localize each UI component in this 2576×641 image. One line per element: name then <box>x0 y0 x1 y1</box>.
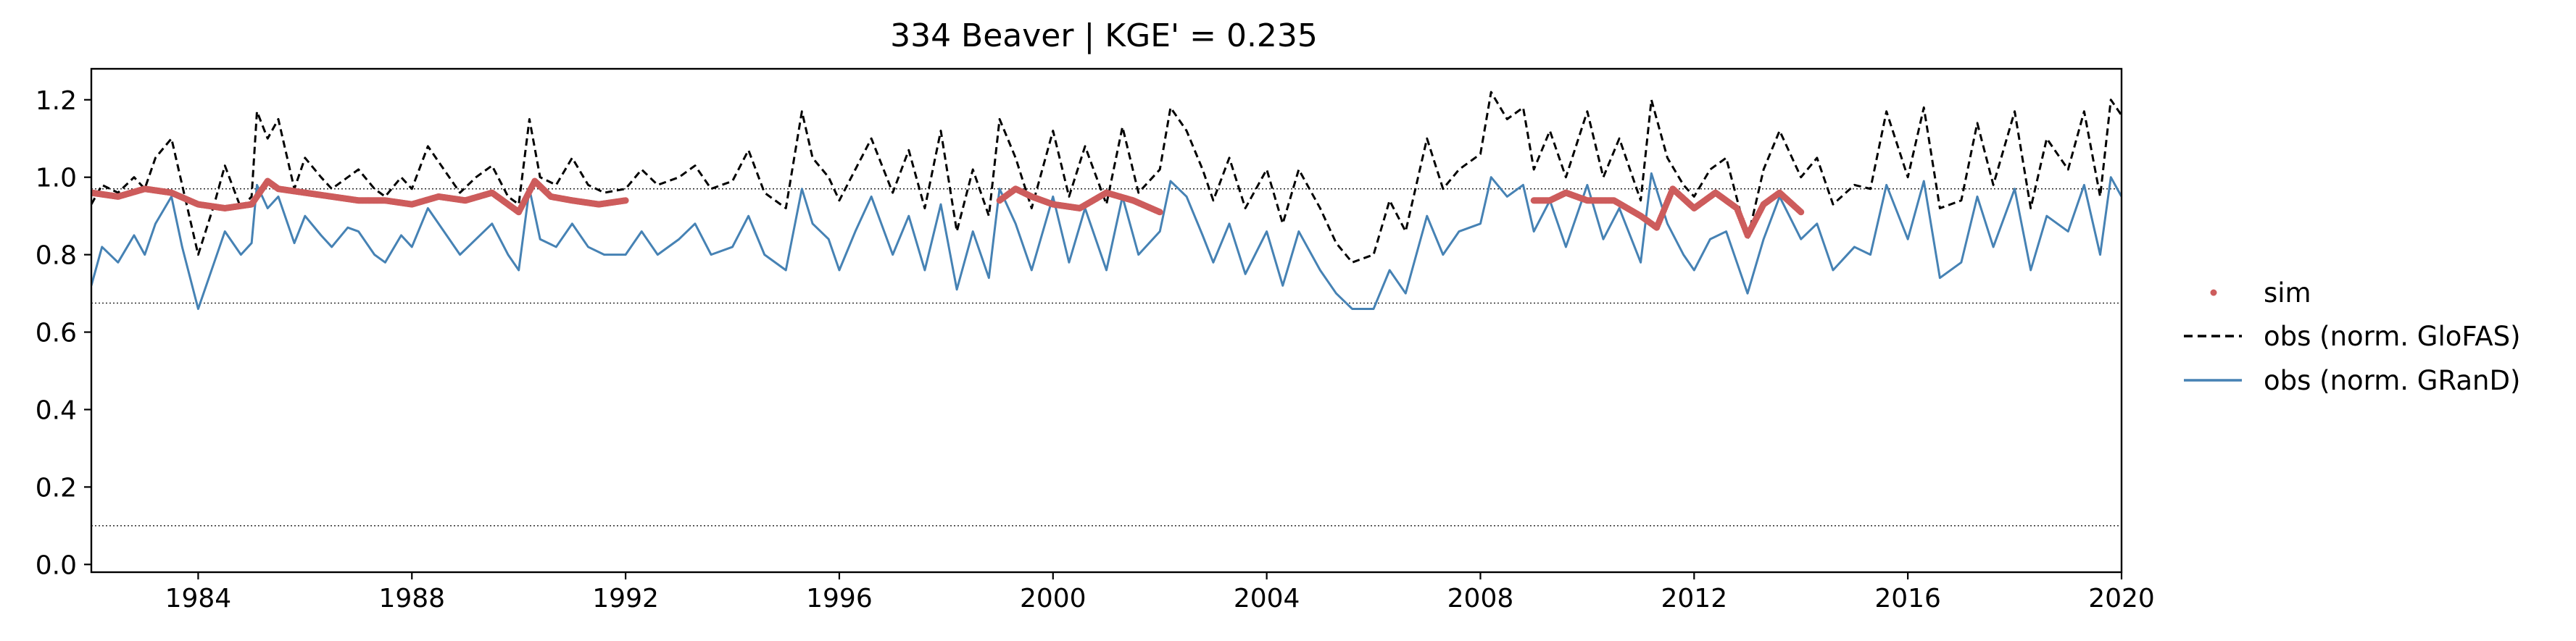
legend-sim-label: sim <box>2264 277 2311 309</box>
x-tick-label: 2004 <box>1234 584 1300 613</box>
series-sim-segment-2 <box>1530 185 1805 239</box>
y-tick-label: 0.6 <box>36 319 77 348</box>
legend-glofas-label: obs (norm. GloFAS) <box>2264 321 2521 352</box>
plot-frame <box>90 67 2123 574</box>
series-sim-segment-0 <box>91 177 629 216</box>
x-tick-label: 2020 <box>2088 584 2155 613</box>
x-tick-label: 2008 <box>1447 584 1514 613</box>
series-grand-line <box>91 172 2122 310</box>
x-tick-label: 2016 <box>1874 584 1941 613</box>
y-tick-label: 0.4 <box>36 395 77 425</box>
x-tick-label: 1984 <box>165 584 232 613</box>
series-glofas-line <box>91 91 2122 264</box>
sim-point <box>1798 209 1805 216</box>
y-tick-label: 0.2 <box>36 473 77 503</box>
y-tick-label: 1.2 <box>36 86 77 116</box>
sim-point <box>1156 209 1163 216</box>
chart-title: 334 Beaver | KGE' = 0.235 <box>890 17 1318 54</box>
y-tick-label: 0.0 <box>36 550 77 580</box>
legend: sim obs (norm. GloFAS) obs (norm. GRanD) <box>2184 277 2521 396</box>
series-sim-segment-1 <box>996 185 1163 216</box>
x-tick-label: 1988 <box>378 584 445 613</box>
legend-grand-label: obs (norm. GRanD) <box>2264 365 2520 396</box>
x-tick-label: 1996 <box>806 584 873 613</box>
y-tick-label: 1.0 <box>36 164 77 193</box>
y-tick-label: 0.8 <box>36 241 77 271</box>
axes: 1984 1988 1992 1996 2000 2004 2008 2012 2016 2020… <box>36 67 2155 613</box>
sim-point <box>622 197 629 204</box>
x-tick-label: 1992 <box>592 584 659 613</box>
legend-sim-marker <box>2210 289 2217 296</box>
plot-area <box>91 91 2122 527</box>
x-tick-label: 2000 <box>1020 584 1087 613</box>
x-tick-label: 2012 <box>1661 584 1728 613</box>
